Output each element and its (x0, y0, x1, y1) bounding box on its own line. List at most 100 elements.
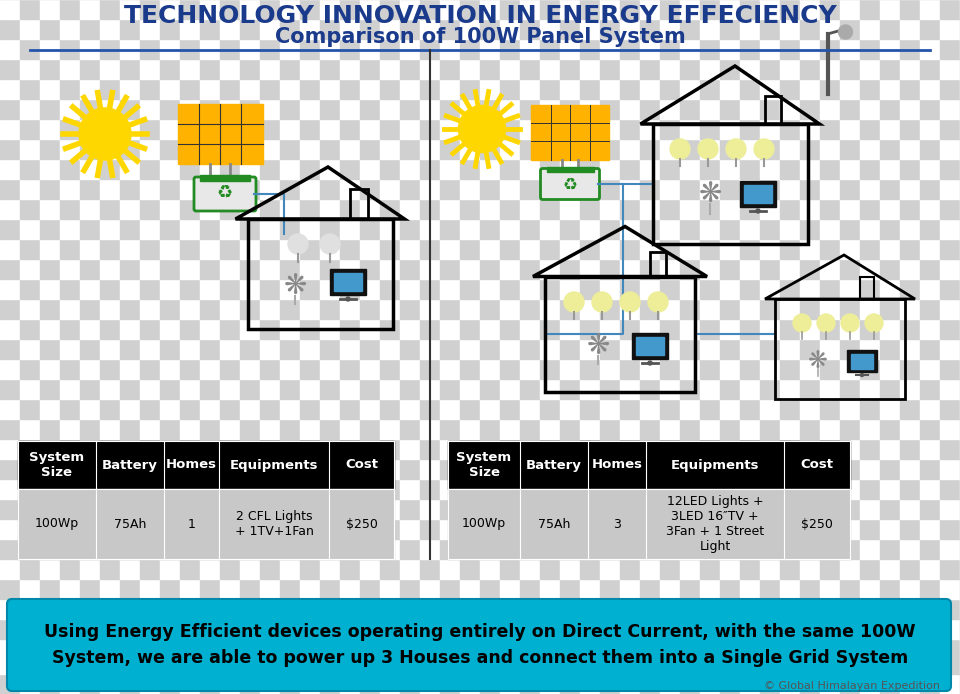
Bar (860, 139, 880, 159)
Bar (60, 379, 80, 399)
Bar (600, 99, 620, 119)
Bar (900, 279, 920, 299)
Bar (400, 539, 420, 559)
Bar (700, 299, 720, 319)
Bar (80, 299, 100, 319)
Bar (780, 79, 800, 99)
Bar (440, 439, 460, 459)
Bar (520, 99, 540, 119)
Bar (160, 139, 180, 159)
Bar (580, 654, 600, 674)
Bar (300, 279, 320, 299)
Bar (940, 359, 960, 379)
Bar (900, 499, 920, 519)
Bar (420, 579, 440, 599)
Bar (220, 159, 240, 179)
Bar (160, 0, 180, 19)
Bar (620, 299, 640, 319)
Bar (847, 350, 877, 372)
Bar (900, 39, 920, 59)
Bar (360, 439, 380, 459)
Bar (780, 579, 800, 599)
Bar (560, 674, 580, 694)
Bar (900, 399, 920, 419)
Bar (840, 199, 860, 219)
Bar (650, 251, 666, 276)
Bar (400, 159, 420, 179)
Bar (380, 359, 400, 379)
Bar (760, 499, 780, 519)
Circle shape (793, 314, 811, 332)
Bar (660, 119, 680, 139)
Bar (200, 519, 220, 539)
Bar (840, 119, 860, 139)
Bar (800, 619, 820, 639)
Bar (840, 539, 860, 559)
Bar (280, 119, 300, 139)
Bar (600, 399, 620, 419)
Bar (860, 99, 880, 119)
Bar (380, 479, 400, 499)
Bar (520, 459, 540, 479)
Bar (260, 339, 280, 359)
Bar (520, 279, 540, 299)
Bar (180, 459, 200, 479)
Bar (560, 239, 580, 259)
Bar (420, 159, 440, 179)
Bar (640, 79, 660, 99)
Bar (280, 59, 300, 79)
Bar (740, 159, 760, 179)
Bar (760, 279, 780, 299)
Bar (380, 539, 400, 559)
Bar (40, 319, 60, 339)
Bar (820, 539, 840, 559)
Bar (680, 299, 700, 319)
Bar (200, 259, 220, 279)
Bar (420, 379, 440, 399)
Bar (560, 579, 580, 599)
Bar (340, 479, 360, 499)
Bar (940, 539, 960, 559)
Bar (100, 499, 120, 519)
Bar (580, 139, 600, 159)
Bar (320, 79, 340, 99)
Bar (480, 479, 500, 499)
Bar (460, 359, 480, 379)
Bar (360, 419, 380, 439)
Bar (800, 439, 820, 459)
Bar (940, 319, 960, 339)
Bar (220, 419, 240, 439)
Bar (680, 279, 700, 299)
Bar (120, 579, 140, 599)
Bar (380, 459, 400, 479)
Bar (900, 259, 920, 279)
Bar (80, 579, 100, 599)
Bar (740, 299, 760, 319)
Bar (520, 639, 540, 659)
Bar (740, 179, 760, 199)
Bar (920, 359, 940, 379)
Bar (600, 239, 620, 259)
Bar (220, 39, 240, 59)
Bar (60, 179, 80, 199)
Bar (460, 459, 480, 479)
Bar (300, 299, 320, 319)
Bar (840, 379, 860, 399)
Bar (920, 19, 940, 39)
Bar (860, 259, 880, 279)
Bar (400, 59, 420, 79)
Bar (680, 399, 700, 419)
Bar (0, 459, 20, 479)
Bar (520, 199, 540, 219)
Bar (860, 219, 880, 239)
Bar (100, 219, 120, 239)
Text: Equipments: Equipments (671, 459, 759, 471)
Bar (520, 179, 540, 199)
Bar (80, 499, 100, 519)
Bar (900, 419, 920, 439)
Bar (580, 279, 600, 299)
Bar (680, 674, 700, 694)
Bar (760, 359, 780, 379)
Bar (480, 139, 500, 159)
Bar (580, 439, 600, 459)
